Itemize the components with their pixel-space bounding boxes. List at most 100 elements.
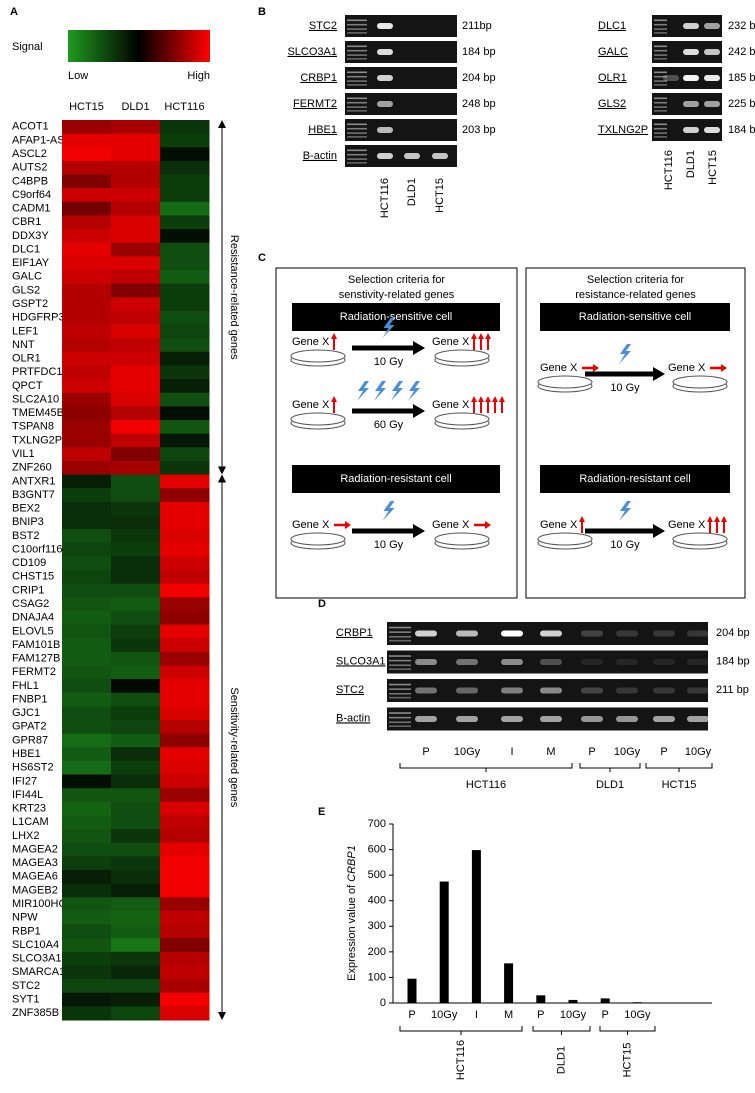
- lane-label: M: [546, 746, 555, 758]
- heatmap-cell: [111, 774, 161, 789]
- heatmap-cell: [160, 910, 210, 926]
- gene-label: MAGEA6: [12, 871, 58, 883]
- heatmap-cell: [62, 842, 112, 857]
- gene-label: MAGEA3: [12, 857, 58, 869]
- lane-label: I: [510, 746, 513, 758]
- criteria-title: Selection criteria for: [587, 274, 685, 286]
- heatmap-cell: [62, 529, 112, 544]
- heatmap-cell: [62, 624, 112, 639]
- heatmap-cell: [160, 365, 210, 380]
- heatmap-cell: [62, 965, 112, 980]
- y-tick-label: 100: [368, 971, 386, 983]
- gene-label: NNT: [12, 339, 35, 351]
- ladder-band: [347, 158, 367, 160]
- heatmap-cell: [111, 979, 161, 994]
- gene-x: Gene X: [292, 399, 330, 411]
- heatmap-cell: [160, 774, 210, 789]
- gene-label: HS6ST2: [12, 762, 54, 774]
- gel-band: [377, 153, 393, 159]
- gene-label: C9orf64: [12, 189, 51, 201]
- dish: [434, 349, 490, 363]
- gene-label: DLC1: [598, 20, 626, 32]
- heatmap-cell: [62, 420, 112, 435]
- ladder-band: [347, 110, 367, 112]
- gene-label: TMEM45B: [12, 407, 64, 419]
- gel-band: [540, 687, 562, 694]
- heatmap-cell: [62, 829, 112, 844]
- gel-band: [456, 630, 478, 637]
- gene-x: Gene X: [668, 519, 706, 531]
- ladder-band: [389, 659, 411, 662]
- heatmap-cell: [62, 447, 112, 462]
- gel-band: [581, 630, 603, 637]
- ladder-band: [389, 635, 411, 638]
- gel-band: [581, 659, 603, 665]
- gene-label: SLCO3A1: [287, 46, 337, 58]
- heatmap-cell: [62, 760, 112, 776]
- ladder-band: [654, 106, 667, 108]
- y-tick-label: 400: [368, 895, 386, 907]
- gene-label: CADM1: [12, 203, 51, 215]
- gel-band: [540, 716, 562, 722]
- heatmap-cell: [62, 160, 112, 176]
- heatmap-cell: [160, 788, 210, 803]
- heatmap-cell: [62, 474, 112, 489]
- gel-band: [415, 630, 437, 637]
- heatmap-cell: [62, 910, 112, 926]
- panel-label: D: [318, 598, 326, 610]
- gel-band: [377, 49, 393, 55]
- heatmap-cell: [160, 174, 210, 189]
- ladder-band: [654, 136, 667, 138]
- heatmap-cell: [62, 515, 112, 530]
- heatmap-cell: [62, 392, 112, 407]
- bar: [439, 881, 449, 1003]
- gene-label: LEF1: [12, 325, 38, 337]
- y-tick-label: 500: [368, 869, 386, 881]
- gene-label: BNIP3: [12, 516, 44, 528]
- heatmap-cell: [160, 501, 210, 516]
- dose-label: 10 Gy: [610, 382, 640, 394]
- heatmap-cell: [62, 133, 112, 148]
- gene-label: L1CAM: [12, 816, 49, 828]
- heatmap-cell: [111, 215, 161, 230]
- gel-band: [501, 630, 523, 637]
- cell-type-label: Radiation-sensitive cell: [340, 311, 453, 323]
- gene-label: SMARCA1: [12, 966, 65, 978]
- heatmap-cell: [160, 801, 210, 816]
- heatmap-cell: [160, 270, 210, 285]
- ladder-band: [654, 28, 667, 30]
- band-size: 184 bp: [462, 46, 496, 58]
- heatmap-cell: [62, 870, 112, 885]
- cell-type-bar: [292, 465, 500, 493]
- right-arrow-head: [485, 521, 491, 529]
- heatmap-cell: [160, 570, 210, 585]
- band-size: 203 bp: [462, 124, 496, 136]
- heatmap-cell: [111, 992, 161, 1007]
- ladder-band: [347, 58, 367, 60]
- heatmap-cell: [111, 788, 161, 803]
- group-label: DLD1: [596, 779, 624, 791]
- heatmap-cell: [111, 242, 161, 257]
- band-size: 204 bp: [462, 72, 496, 84]
- gene-label: TXLNG2P: [598, 124, 648, 136]
- heatmap-cell: [160, 201, 210, 216]
- gene-x: Gene X: [292, 519, 330, 531]
- heatmap-cell: [160, 515, 210, 530]
- ladder-band: [347, 162, 367, 164]
- gel-band: [501, 659, 523, 665]
- gene-label: C10orf116: [12, 543, 63, 555]
- legend-low: Low: [68, 70, 88, 82]
- gene-label: AUTS2: [12, 162, 47, 174]
- heatmap-cell: [111, 570, 161, 585]
- gel-band: [377, 101, 393, 107]
- gel-band: [456, 687, 478, 694]
- gene-label: NPW: [12, 912, 38, 924]
- heatmap-cell: [111, 706, 161, 721]
- y-axis-label: Expression value of CRBP1: [346, 845, 358, 981]
- heatmap-cell: [62, 651, 112, 666]
- heatmap-cell: [62, 283, 112, 298]
- ladder-band: [654, 23, 667, 26]
- gene-label: VIL1: [12, 448, 35, 460]
- heatmap-cell: [160, 529, 210, 544]
- heatmap-cell: [160, 842, 210, 857]
